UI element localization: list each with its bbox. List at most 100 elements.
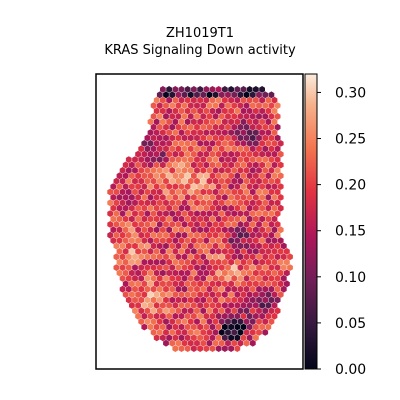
- spot: [191, 161, 197, 169]
- spot: [228, 161, 234, 169]
- spot: [262, 242, 269, 250]
- spot: [129, 226, 135, 234]
- spot: [178, 269, 185, 277]
- spot: [194, 102, 200, 109]
- spot: [197, 86, 203, 93]
- spot: [265, 302, 272, 309]
- spot: [147, 226, 154, 234]
- spot: [203, 334, 210, 342]
- spot: [181, 242, 188, 250]
- spot: [187, 221, 194, 228]
- spot: [175, 91, 182, 99]
- spot: [132, 167, 138, 174]
- spot: [163, 210, 169, 217]
- spot: [225, 307, 231, 315]
- spot: [243, 231, 250, 239]
- spot: [122, 269, 129, 277]
- spot: [209, 172, 216, 180]
- spot: [215, 312, 222, 320]
- spot: [215, 183, 222, 190]
- spot: [274, 275, 281, 282]
- spot: [153, 323, 160, 331]
- spot: [218, 210, 225, 217]
- spot: [191, 204, 197, 212]
- spot: [191, 312, 197, 320]
- spot: [138, 318, 145, 325]
- spot: [203, 86, 210, 93]
- spot: [268, 123, 275, 131]
- spot: [178, 129, 185, 136]
- spot: [132, 156, 138, 163]
- spot: [206, 145, 213, 153]
- spot: [209, 237, 216, 244]
- spot: [187, 231, 194, 239]
- spot: [271, 172, 278, 180]
- spot: [249, 253, 256, 261]
- spot: [280, 264, 287, 271]
- spot: [243, 188, 250, 196]
- spot: [187, 339, 194, 347]
- spot: [265, 237, 272, 244]
- spot: [209, 215, 216, 223]
- spot: [234, 150, 241, 158]
- spot: [253, 258, 259, 266]
- spot: [119, 285, 126, 293]
- spot: [262, 113, 269, 120]
- spot: [212, 188, 219, 196]
- spot: [132, 210, 138, 217]
- spot: [144, 177, 151, 185]
- spot: [125, 296, 132, 304]
- spot: [225, 123, 231, 131]
- spot: [222, 215, 228, 223]
- spot: [135, 161, 141, 169]
- spot: [200, 318, 207, 325]
- spot: [222, 258, 228, 266]
- spot: [181, 231, 188, 239]
- spot: [187, 199, 194, 207]
- spot: [181, 210, 188, 217]
- spot: [160, 204, 166, 212]
- spot: [147, 237, 154, 244]
- spot: [234, 107, 241, 115]
- spot: [110, 204, 117, 212]
- spot: [240, 86, 247, 93]
- spot: [240, 140, 247, 147]
- spot: [144, 285, 151, 293]
- spot: [237, 145, 244, 153]
- spot: [144, 253, 151, 261]
- spot: [277, 291, 284, 298]
- spot: [141, 215, 148, 223]
- spot: [166, 96, 172, 104]
- spot: [191, 237, 197, 244]
- spot: [163, 307, 169, 315]
- spot: [246, 194, 253, 201]
- spot: [197, 194, 203, 201]
- spot: [206, 177, 213, 185]
- spot: [277, 183, 284, 190]
- spot: [156, 318, 163, 325]
- spot: [237, 167, 244, 174]
- spot: [206, 285, 213, 293]
- spot: [243, 156, 250, 163]
- spot: [234, 183, 241, 190]
- spot: [184, 161, 191, 169]
- spot: [256, 102, 262, 109]
- spot: [234, 280, 241, 288]
- spot: [122, 161, 129, 169]
- spot: [246, 280, 253, 288]
- spot: [277, 248, 284, 255]
- spot: [125, 285, 132, 293]
- spot: [265, 248, 272, 255]
- spot: [222, 237, 228, 244]
- spot: [262, 231, 269, 239]
- spot: [215, 215, 222, 223]
- spot: [197, 161, 203, 169]
- spot: [253, 237, 259, 244]
- spot: [206, 253, 213, 261]
- spot: [187, 264, 194, 271]
- spot: [228, 280, 234, 288]
- spot: [262, 253, 269, 261]
- spot: [265, 140, 272, 147]
- spot: [197, 96, 203, 104]
- spot: [144, 167, 151, 174]
